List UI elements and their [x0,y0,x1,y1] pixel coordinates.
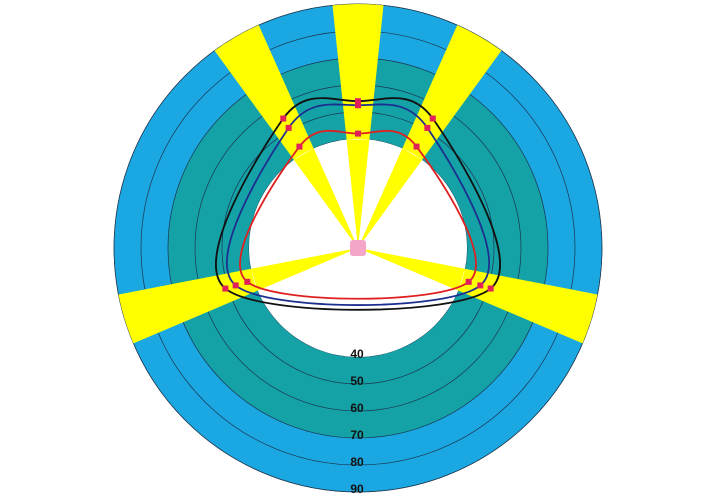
marker [232,282,239,289]
spoke-inner [358,148,423,248]
marker [429,115,436,122]
marker [465,278,472,285]
marker [244,278,251,285]
r-tick-label: 60 [350,401,364,415]
spoke-inner [346,139,370,248]
spoke-inner [251,248,358,291]
marker [424,124,431,131]
marker [285,124,292,131]
marker [413,143,420,150]
marker [487,285,494,292]
r-tick-label: 80 [350,455,364,469]
r-tick-label: 90 [350,482,364,496]
marker [355,98,361,105]
r-tick-label: 40 [350,347,364,361]
marker [222,285,229,292]
r-tick-label: 50 [350,374,364,388]
marker [477,282,484,289]
r-tick-label: 70 [350,428,364,442]
spoke-inner [358,248,465,291]
center-marker [350,240,366,256]
marker [355,130,361,137]
marker [355,102,361,109]
marker [296,143,303,150]
spoke-inner [293,148,358,248]
spoke [332,3,384,248]
marker [280,115,287,122]
